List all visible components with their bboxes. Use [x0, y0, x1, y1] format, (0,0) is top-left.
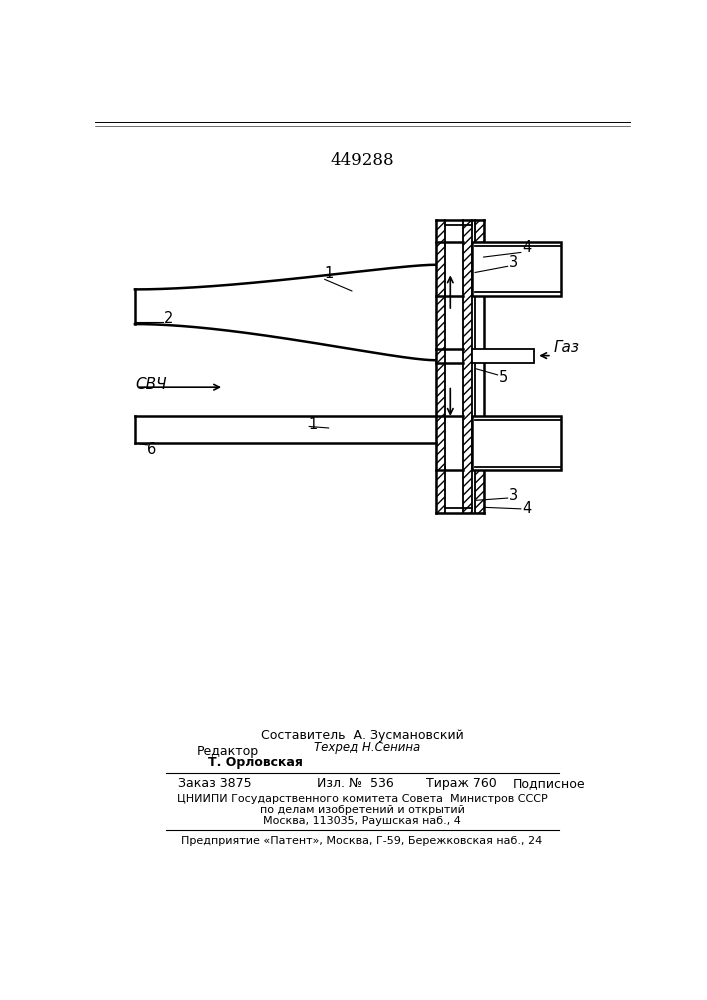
Text: 5: 5 [499, 370, 508, 385]
Text: Газ: Газ [554, 340, 579, 355]
Text: 3: 3 [508, 255, 518, 270]
Text: 1: 1 [324, 266, 333, 282]
Text: Предприятие «Патент», Москва, Г-59, Бережковская наб., 24: Предприятие «Патент», Москва, Г-59, Бере… [181, 836, 542, 846]
Polygon shape [436, 220, 445, 513]
Text: Техред Н.Сенина: Техред Н.Сенина [314, 741, 421, 754]
Text: СВЧ: СВЧ [135, 377, 167, 392]
Text: 4: 4 [522, 240, 532, 255]
Bar [445, 220, 462, 513]
Text: по делам изобретений и открытий: по делам изобретений и открытий [259, 805, 464, 815]
Text: 1: 1 [308, 417, 317, 432]
Bar [472, 416, 561, 470]
Polygon shape [475, 470, 484, 513]
Text: Изл. №  536: Изл. № 536 [317, 777, 394, 790]
Text: 6: 6 [147, 442, 156, 457]
Text: 4: 4 [522, 501, 532, 516]
Bar [472, 349, 534, 363]
Text: 449288: 449288 [330, 152, 394, 169]
Text: Подписное: Подписное [513, 777, 585, 790]
Polygon shape [475, 220, 484, 242]
Text: Москва, 113035, Раушская наб., 4: Москва, 113035, Раушская наб., 4 [263, 816, 461, 826]
Bar [472, 242, 561, 296]
Text: Т. Орловская: Т. Орловская [209, 756, 303, 769]
Text: 3: 3 [508, 488, 518, 503]
Text: Редактор: Редактор [197, 745, 259, 758]
Text: 2: 2 [163, 311, 173, 326]
Text: ЦНИИПИ Государственного комитета Совета  Министров СССР: ЦНИИПИ Государственного комитета Совета … [177, 794, 547, 804]
Text: Тираж 760: Тираж 760 [426, 777, 496, 790]
Polygon shape [462, 220, 472, 513]
Text: Составитель  А. Зусмановский: Составитель А. Зусмановский [261, 730, 463, 742]
Text: Заказ 3875: Заказ 3875 [177, 777, 251, 790]
